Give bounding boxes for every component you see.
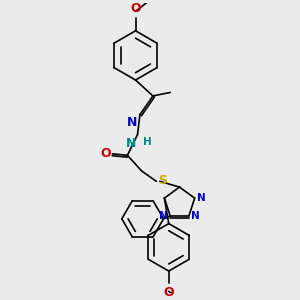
Text: S: S (158, 174, 167, 187)
Text: O: O (130, 2, 141, 16)
Text: H: H (143, 137, 152, 147)
Text: O: O (100, 147, 111, 160)
Text: N: N (127, 116, 138, 129)
Text: N: N (197, 193, 206, 203)
Text: N: N (126, 137, 136, 150)
Text: N: N (191, 211, 200, 221)
Text: O: O (164, 286, 174, 298)
Text: N: N (159, 211, 168, 221)
